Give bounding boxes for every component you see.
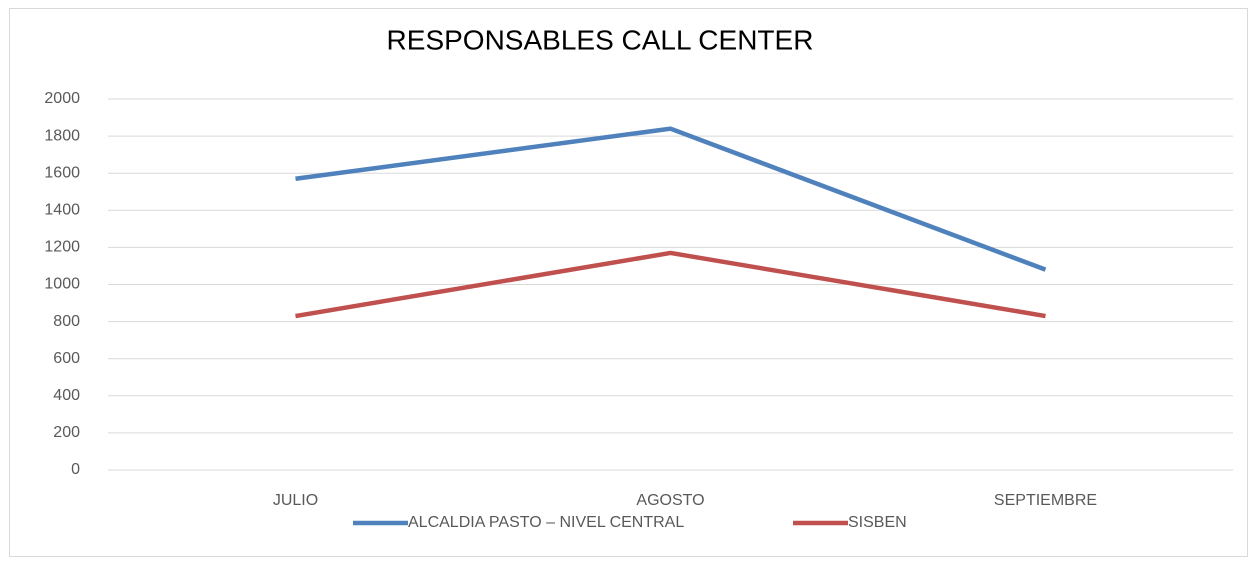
- y-tick-label: 200: [53, 424, 80, 441]
- legend-label: SISBEN: [848, 514, 907, 531]
- y-tick-label: 1800: [44, 127, 80, 144]
- y-tick-label: 400: [53, 387, 80, 404]
- x-tick-label: AGOSTO: [636, 492, 704, 509]
- legend-label: ALCALDIA PASTO – NIVEL CENTRAL: [408, 514, 684, 531]
- y-tick-label: 1000: [44, 276, 80, 293]
- y-tick-label: 800: [53, 313, 80, 330]
- series-line: [295, 126, 1047, 272]
- y-tick-label: 1600: [44, 164, 80, 181]
- y-tick-label: 600: [53, 350, 80, 367]
- chart-title: RESPONSABLES CALL CENTER: [387, 24, 814, 55]
- series-line: [295, 250, 1046, 319]
- y-tick-label: 1400: [44, 202, 80, 219]
- y-tick-label: 1200: [44, 239, 80, 256]
- x-tick-label: JULIO: [273, 492, 318, 509]
- y-tick-label: 2000: [44, 90, 80, 107]
- chart-frame: [9, 8, 1248, 557]
- x-tick-label: SEPTIEMBRE: [994, 492, 1097, 509]
- y-tick-label: 0: [71, 461, 80, 478]
